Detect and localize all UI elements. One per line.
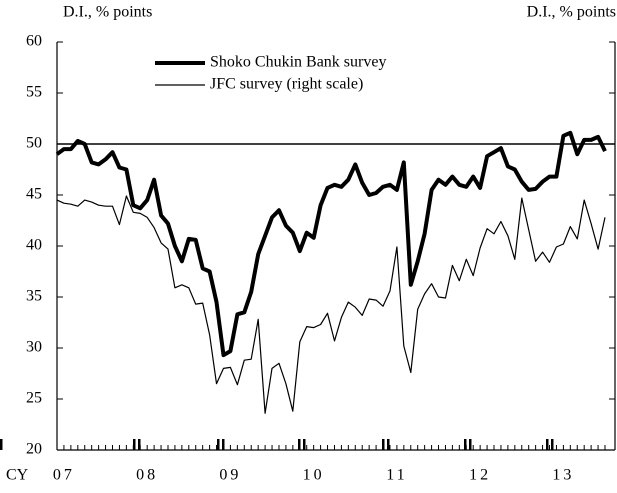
y-tick-label: 20 xyxy=(26,441,42,458)
y-axis-title: D.I., % points xyxy=(63,4,152,21)
y-tick-label: 50 xyxy=(26,135,42,152)
period-marker xyxy=(551,439,554,450)
y-tick-label: 30 xyxy=(26,339,42,356)
y-tick-label: 55 xyxy=(26,84,42,101)
y-tick-label: 35 xyxy=(26,288,42,305)
y-tick-label: 25 xyxy=(26,390,42,407)
x-tick-label: 07 xyxy=(53,467,75,484)
x-tick-label: 11 xyxy=(386,467,407,484)
period-marker xyxy=(303,439,306,450)
period-marker xyxy=(138,439,141,450)
x-tick-label: 09 xyxy=(219,467,241,484)
x-tick-label: 08 xyxy=(136,467,158,484)
x-axis-title: CY xyxy=(6,467,29,484)
period-marker xyxy=(298,439,301,450)
y-tick-label: 45 xyxy=(26,186,42,203)
y-tick-label: 60 xyxy=(26,33,42,50)
x-tick-label: 13 xyxy=(552,467,574,484)
period-marker xyxy=(469,439,472,450)
y-tick-label: 40 xyxy=(26,237,42,254)
period-marker xyxy=(546,439,549,450)
y2-axis-title: D.I., % points xyxy=(527,4,616,21)
x-tick-label: 10 xyxy=(303,467,325,484)
series-line xyxy=(56,195,606,414)
x-tick-label: 12 xyxy=(469,467,491,484)
period-marker xyxy=(0,439,3,450)
legend-label: Shoko Chukin Bank survey xyxy=(210,54,386,71)
period-marker xyxy=(464,439,467,450)
period-marker xyxy=(133,439,136,450)
period-marker xyxy=(222,439,225,450)
period-marker xyxy=(387,439,390,450)
legend-label: JFC survey (right scale) xyxy=(210,76,363,93)
series-line xyxy=(55,130,607,358)
period-marker xyxy=(382,439,385,450)
period-marker xyxy=(217,439,220,450)
